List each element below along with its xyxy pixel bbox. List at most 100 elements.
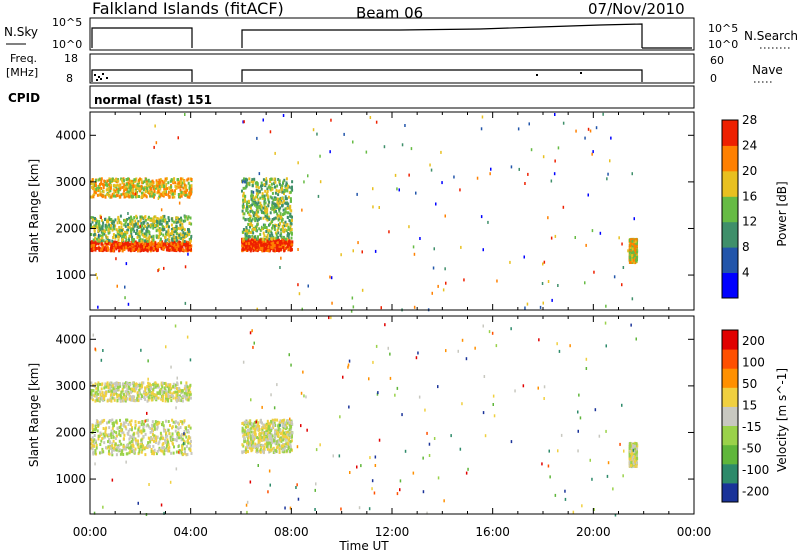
power-cell (258, 243, 261, 247)
velocity-cell (145, 419, 148, 423)
velocity-cell (291, 433, 293, 437)
velocity-cell (116, 393, 119, 397)
power-cell (114, 224, 117, 228)
velocity-cell (100, 383, 103, 387)
velocity-cell (177, 421, 179, 425)
power-cell (633, 217, 635, 221)
velocity-cell (188, 436, 191, 440)
power-cell (254, 237, 257, 241)
power-cell (413, 252, 416, 256)
velocity-cell (116, 399, 119, 402)
velocity-cell (172, 451, 175, 455)
velocity-cell (106, 399, 109, 403)
power-cell (286, 237, 289, 241)
power-cell (105, 240, 108, 243)
power-cell (343, 132, 345, 136)
power-cell (119, 232, 122, 236)
power-cell (585, 243, 587, 247)
power-cell (265, 239, 267, 243)
power-cell (140, 191, 143, 195)
power-cell (274, 231, 277, 235)
power-cell (184, 113, 186, 116)
power-cell (156, 221, 159, 225)
power-cell (175, 227, 178, 231)
power-cell (92, 182, 95, 186)
power-cell (277, 202, 280, 206)
velocity-cell (165, 441, 168, 445)
power-cell (147, 179, 150, 183)
velocity-cell (181, 437, 184, 441)
power-cell (96, 276, 98, 280)
power-cell (273, 224, 276, 228)
power-cell (112, 249, 115, 253)
velocity-cell (171, 441, 174, 445)
velocity-cell (290, 439, 293, 443)
velocity-cell (153, 385, 156, 389)
noise-tick-right-bottom: 10^0 (708, 38, 738, 51)
velocity-cell (283, 431, 285, 435)
power-cell (289, 219, 292, 223)
velocity-cell (132, 444, 135, 448)
power-cell (93, 228, 96, 232)
velocity-cell (181, 445, 184, 449)
velocity-cell (172, 391, 175, 395)
power-cell (113, 183, 116, 187)
velocity-cell (139, 386, 142, 390)
power-cell (95, 221, 98, 225)
power-cell (255, 217, 258, 221)
power-cell (111, 177, 114, 181)
velocity-cell (134, 382, 137, 386)
power-cell (106, 247, 109, 251)
power-cell (129, 183, 132, 187)
power-cell (133, 229, 136, 233)
velocity-cell (122, 453, 125, 456)
power-cell (263, 182, 266, 186)
power-cell (182, 232, 185, 236)
power-cell (90, 226, 93, 230)
power-cell (120, 193, 123, 197)
power-cell (266, 213, 269, 217)
velocity-cell (164, 441, 167, 445)
power-cell (127, 177, 130, 181)
power-cell (249, 248, 252, 251)
power-cell (281, 190, 284, 194)
power-cell (297, 248, 299, 251)
power-cell (121, 181, 124, 185)
velocity-cell (263, 447, 265, 451)
power-cell (96, 226, 99, 230)
power-cell (265, 246, 268, 250)
velocity-cell (147, 396, 150, 400)
power-cell (168, 186, 171, 190)
velocity-cell (120, 390, 123, 394)
power-cell (258, 217, 260, 221)
velocity-cell (264, 424, 267, 428)
power-cell (160, 216, 163, 220)
power-cell (260, 243, 263, 247)
velocity-cell (241, 431, 244, 435)
power-cell (281, 201, 284, 205)
power-cell (270, 182, 273, 186)
velocity-cell (115, 388, 118, 392)
power-cell (253, 177, 256, 181)
power-cell (124, 221, 127, 225)
velocity-cell (286, 441, 289, 445)
power-cell (246, 229, 249, 233)
power-cell (254, 225, 257, 229)
velocity-cell (286, 433, 289, 437)
power-cell (248, 181, 251, 185)
power-cell (273, 177, 276, 181)
velocity-cell (115, 453, 118, 457)
power-cell (187, 228, 189, 231)
power-cell (114, 236, 117, 240)
velocity-cell (90, 442, 93, 446)
velocity-cell (247, 441, 250, 445)
velocity-cell (97, 423, 100, 427)
power-cell (179, 185, 182, 189)
velocity-cell (271, 439, 274, 443)
velocity-cell (117, 445, 120, 449)
power-cell (142, 217, 145, 220)
power-cell (105, 181, 108, 185)
power-cell (547, 216, 549, 220)
power-cell (184, 187, 187, 191)
power-cell (272, 224, 274, 228)
